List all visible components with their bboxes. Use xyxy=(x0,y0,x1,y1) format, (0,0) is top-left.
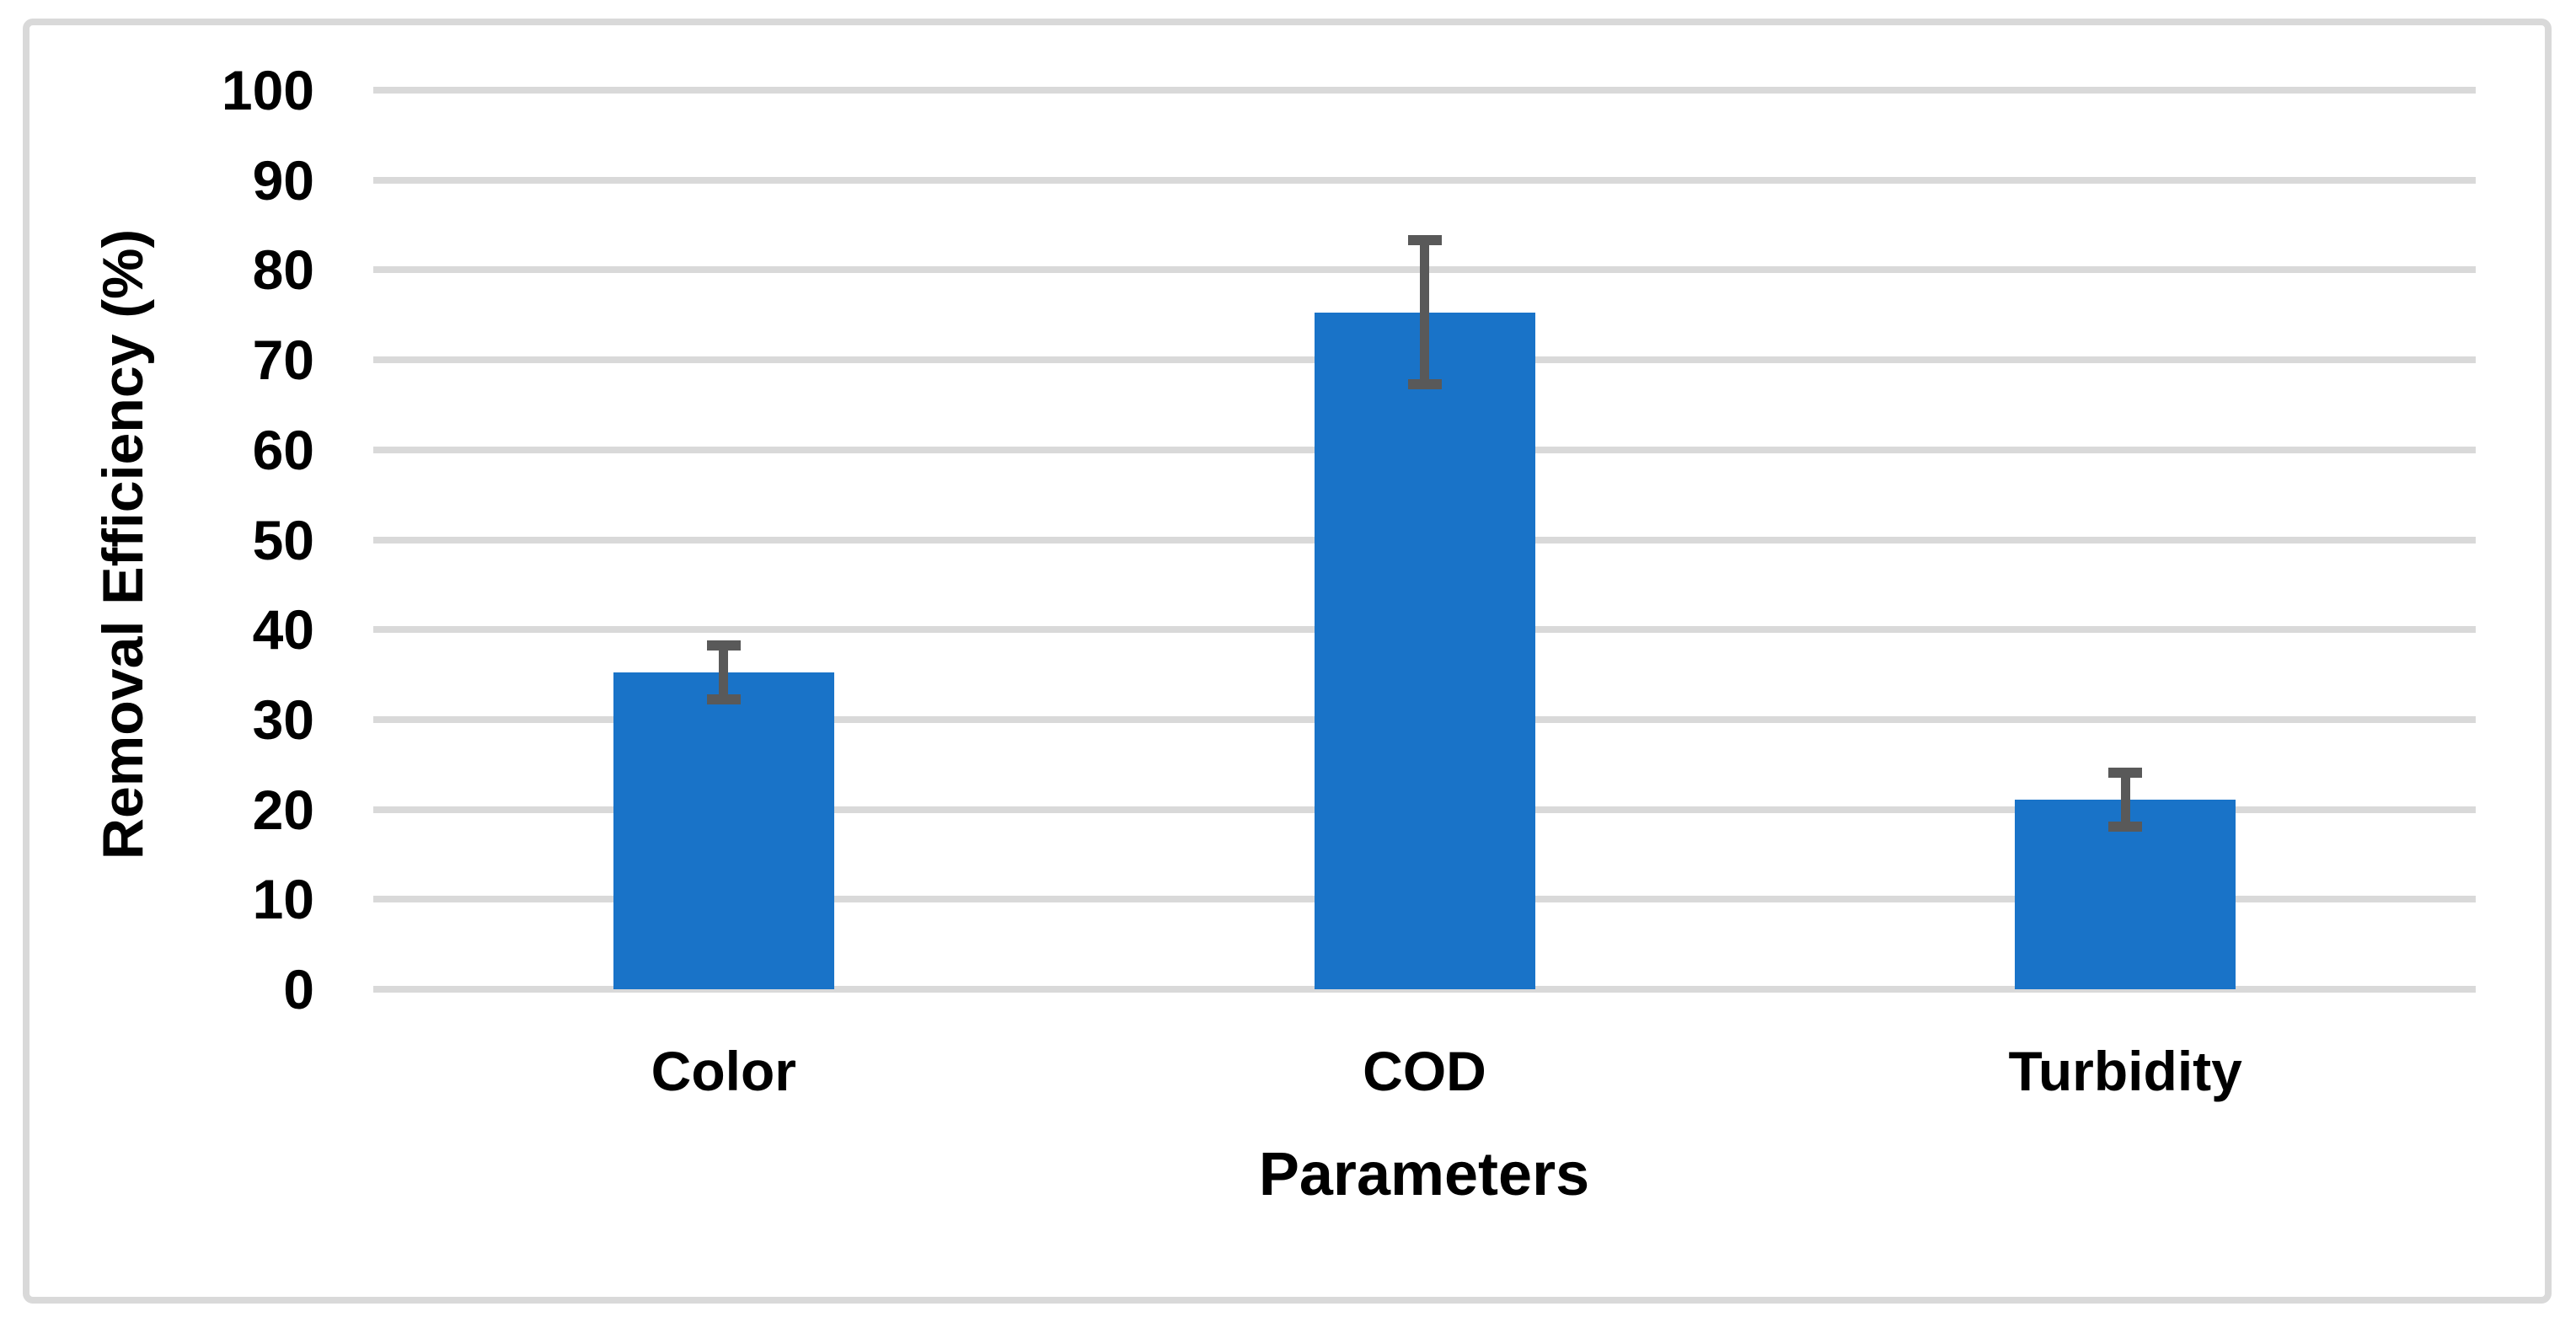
y-tick-label: 20 xyxy=(252,778,314,841)
error-bar-cap-top xyxy=(2108,767,2143,778)
y-tick-label: 70 xyxy=(252,329,314,392)
x-category-label: Color xyxy=(651,1040,796,1102)
y-axis-tick-labels: 0 10 20 30 40 50 60 70 80 90 100 xyxy=(0,62,314,1017)
error-bar-cap-bottom xyxy=(706,694,741,705)
error-bar-cap-top xyxy=(1407,235,1442,246)
error-bar-cap-bottom xyxy=(2108,821,2143,832)
y-tick-label: 40 xyxy=(252,598,314,661)
error-bar-line xyxy=(2120,772,2130,827)
y-tick-label: 0 xyxy=(283,958,314,1020)
x-axis-title: Parameters xyxy=(1258,1141,1590,1208)
gridline xyxy=(373,986,2476,993)
plot-area xyxy=(373,87,2476,993)
error-bar-line xyxy=(1420,240,1429,384)
figure-border xyxy=(23,19,2552,1304)
error-bar-cap-top xyxy=(706,640,741,651)
x-axis-category-labels: Color COD Turbidity xyxy=(373,1043,2476,1102)
y-tick-label: 80 xyxy=(252,238,314,302)
y-tick-label: 100 xyxy=(221,59,314,121)
bar-cod xyxy=(1314,312,1535,989)
y-tick-label: 60 xyxy=(252,418,314,481)
y-tick-label: 50 xyxy=(252,508,314,571)
error-bar-line xyxy=(719,645,729,700)
error-bar-cap-bottom xyxy=(1407,378,1442,389)
bar-color xyxy=(613,672,834,989)
gridline xyxy=(373,87,2476,94)
x-category-label: Turbidity xyxy=(2008,1040,2242,1102)
x-category-label: COD xyxy=(1363,1040,1486,1102)
gridline xyxy=(373,176,2476,184)
y-tick-label: 90 xyxy=(252,148,314,212)
y-tick-label: 30 xyxy=(252,688,314,751)
y-tick-label: 10 xyxy=(252,868,314,931)
